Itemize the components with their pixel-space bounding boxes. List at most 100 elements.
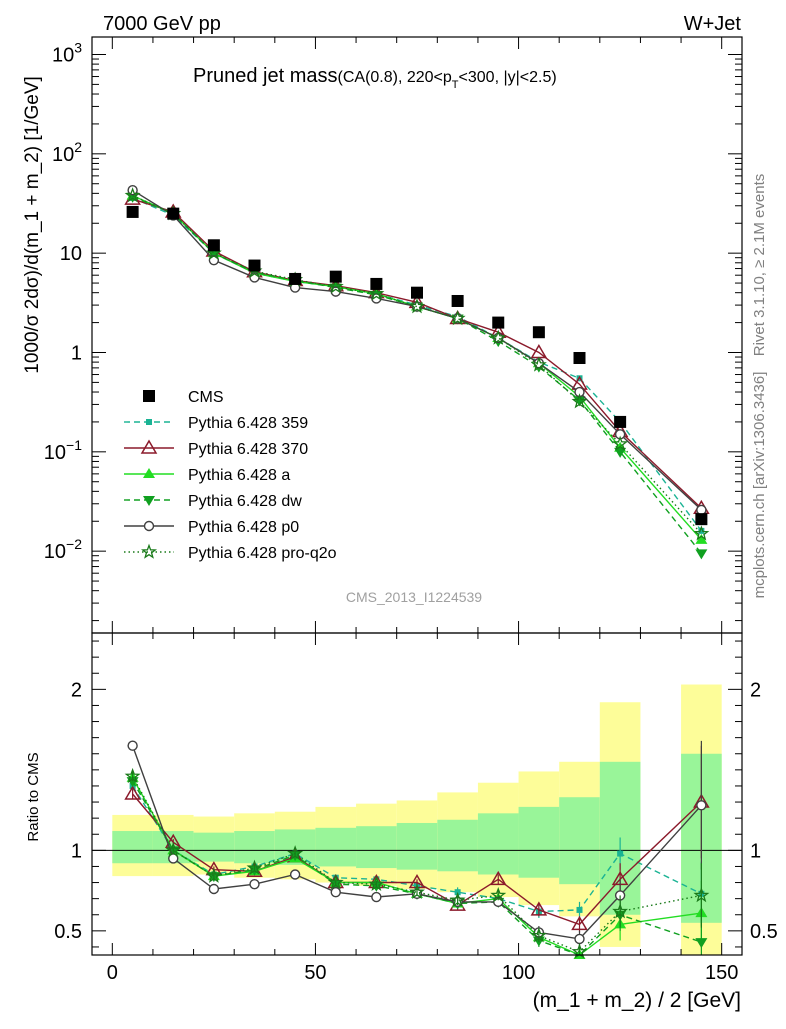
band-inner-bin [356,826,397,869]
legend-label: CMS [188,389,224,406]
band-inner-bin [193,832,235,862]
cms-data-point [532,326,545,339]
ratio-y-tick-label-right: 2 [750,679,761,701]
energy-label: 7000 GeV pp [103,13,221,35]
mcplots-label: mcplots.cern.ch [arXiv:1306.3436] [751,372,768,599]
ratio-data-point [409,883,425,899]
band-inner-bin [437,819,478,872]
process-label: W+Jet [684,13,742,35]
ratio-y-tick-label-left: 2 [71,679,82,701]
x-tick-label: 150 [705,962,738,984]
cms-data-point [207,239,220,252]
main-data-point [330,286,341,297]
ratio-data-point [368,875,385,891]
y-tick-label: 102 [52,139,82,166]
main-panel-frame [91,36,743,634]
main-series-line [132,196,702,554]
ratio-data-point [205,867,222,883]
legend: CMS Pythia 6.428 359 Pythia 6.428 370 Pythi… [124,389,337,562]
main-data-point [695,549,708,560]
main-data-point [449,310,466,326]
ratio-data-point [449,891,466,908]
band-inner-bin [112,831,153,864]
ratio-data-point [489,870,507,886]
ratio-data-point [289,869,301,880]
main-data-point [371,293,382,304]
main-data-point [695,533,708,544]
ratio-data-point [571,915,588,931]
x-tick-label: 50 [304,962,326,984]
y-tick-label: 1 [71,342,82,364]
cms-data-point [289,272,302,285]
band-inner-bin [477,813,519,875]
main-data-point [612,435,629,451]
cms-data-point [451,294,464,307]
ratio-data-point [330,887,341,898]
ratio-y-tick-label-right: 1 [750,840,761,862]
analysis-id: CMS_2013_I1224539 [346,589,482,605]
ratio-series-line [131,780,702,956]
ratio-data-point [327,874,344,890]
cms-data-point [167,207,180,220]
cms-data-point [329,270,342,283]
ratio-data-point [693,887,710,903]
ratio-series-pythia-6-428-pro-q2o [124,767,710,959]
legend-entry: Pythia 6.428 p0 [124,519,299,536]
ratio-data-point [127,740,138,751]
ratio-panel-frame [91,632,743,956]
ratio-data-point [696,800,707,811]
ratio-panel-series [124,740,710,959]
main-data-point [698,527,705,534]
ratio-data-point [612,903,629,919]
main-series-line [132,194,702,535]
band-inner-bin [315,827,357,867]
ratio-series-line [132,793,702,926]
ratio-data-point [574,933,585,945]
main-series-line [132,197,702,532]
legend-marker [140,439,158,454]
legend-marker [146,419,152,425]
title-cuts-sub: T [452,79,459,91]
ratio-data-point [695,938,708,949]
main-data-point [490,329,507,345]
y-tick-label: 10−1 [44,437,82,464]
legend-label: Pythia 6.428 a [188,467,290,484]
ratio-data-point [246,859,263,875]
x-tick-label: 100 [502,962,535,984]
legend-marker [143,468,155,478]
cms-data-point [126,205,139,218]
legend-label: Pythia 6.428 359 [188,415,308,432]
band-inner-bin [234,831,275,864]
ratio-y-tick-label-left: 1 [71,840,82,862]
ratio-data-point [490,887,507,903]
cms-data-point [573,352,586,365]
legend-label: Pythia 6.428 dw [188,493,302,510]
legend-entry: Pythia 6.428 359 [124,415,308,432]
rivet-label: Rivet 3.1.10, ≥ 2.1M events [751,174,768,357]
title-cuts-suffix: <300, |y|<2.5) [459,69,557,86]
y-axis-label-ratio: Ratio to CMS [25,752,42,841]
legend-entry: CMS [143,389,224,406]
main-data-point [696,504,707,516]
main-data-point [614,447,627,458]
cms-data-point [695,513,708,526]
ratio-data-point [249,878,260,890]
ratio-data-point [208,883,220,895]
y-axis-label-main: 1000/σ 2dσ)/d(m_1 + m_2) [1/GeV] [22,76,43,374]
main-data-point [571,393,588,409]
ratio-data-point [530,927,547,943]
ratio-data-point [124,767,141,784]
ratio-uncertainty-bands [92,684,742,955]
legend-label: Pythia 6.428 pro-q2o [188,545,337,562]
band-inner-bin [559,797,600,885]
ratio-data-point [371,891,382,903]
legend-entry: Pythia 6.428 a [124,467,290,484]
ratio-series-pythia-6-428-p0 [127,740,707,947]
y-tick-label: 10−2 [44,536,82,563]
main-data-point [327,278,344,294]
main-panel-series [124,185,710,560]
ratio-data-point [576,906,583,913]
legend-label: Pythia 6.428 p0 [188,519,299,536]
chart-title: Pruned jet mass(CA(0.8), 220<pT<300, |y|… [193,65,557,91]
main-data-point [368,285,385,301]
